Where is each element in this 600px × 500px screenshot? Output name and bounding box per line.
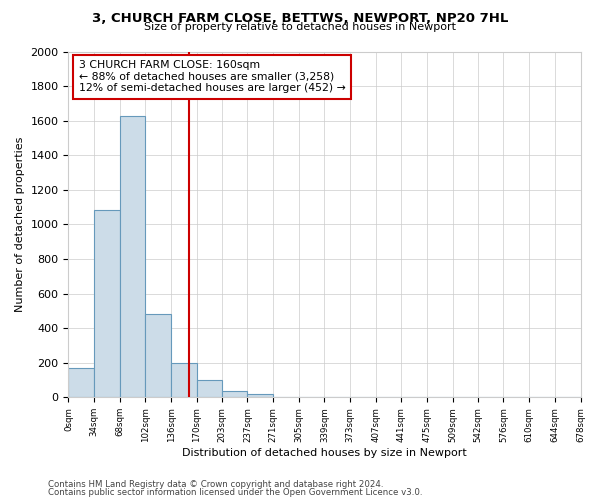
Bar xyxy=(197,380,222,398)
Bar xyxy=(145,314,171,398)
Bar xyxy=(171,363,197,398)
Y-axis label: Number of detached properties: Number of detached properties xyxy=(15,136,25,312)
Text: Contains public sector information licensed under the Open Government Licence v3: Contains public sector information licen… xyxy=(48,488,422,497)
X-axis label: Distribution of detached houses by size in Newport: Distribution of detached houses by size … xyxy=(182,448,467,458)
Text: 3, CHURCH FARM CLOSE, BETTWS, NEWPORT, NP20 7HL: 3, CHURCH FARM CLOSE, BETTWS, NEWPORT, N… xyxy=(92,12,508,26)
Bar xyxy=(222,392,247,398)
Text: Contains HM Land Registry data © Crown copyright and database right 2024.: Contains HM Land Registry data © Crown c… xyxy=(48,480,383,489)
Bar xyxy=(247,394,273,398)
Bar xyxy=(68,368,94,398)
Bar xyxy=(120,116,145,398)
Text: 3 CHURCH FARM CLOSE: 160sqm
← 88% of detached houses are smaller (3,258)
12% of : 3 CHURCH FARM CLOSE: 160sqm ← 88% of det… xyxy=(79,60,346,94)
Bar xyxy=(94,210,120,398)
Text: Size of property relative to detached houses in Newport: Size of property relative to detached ho… xyxy=(144,22,456,32)
